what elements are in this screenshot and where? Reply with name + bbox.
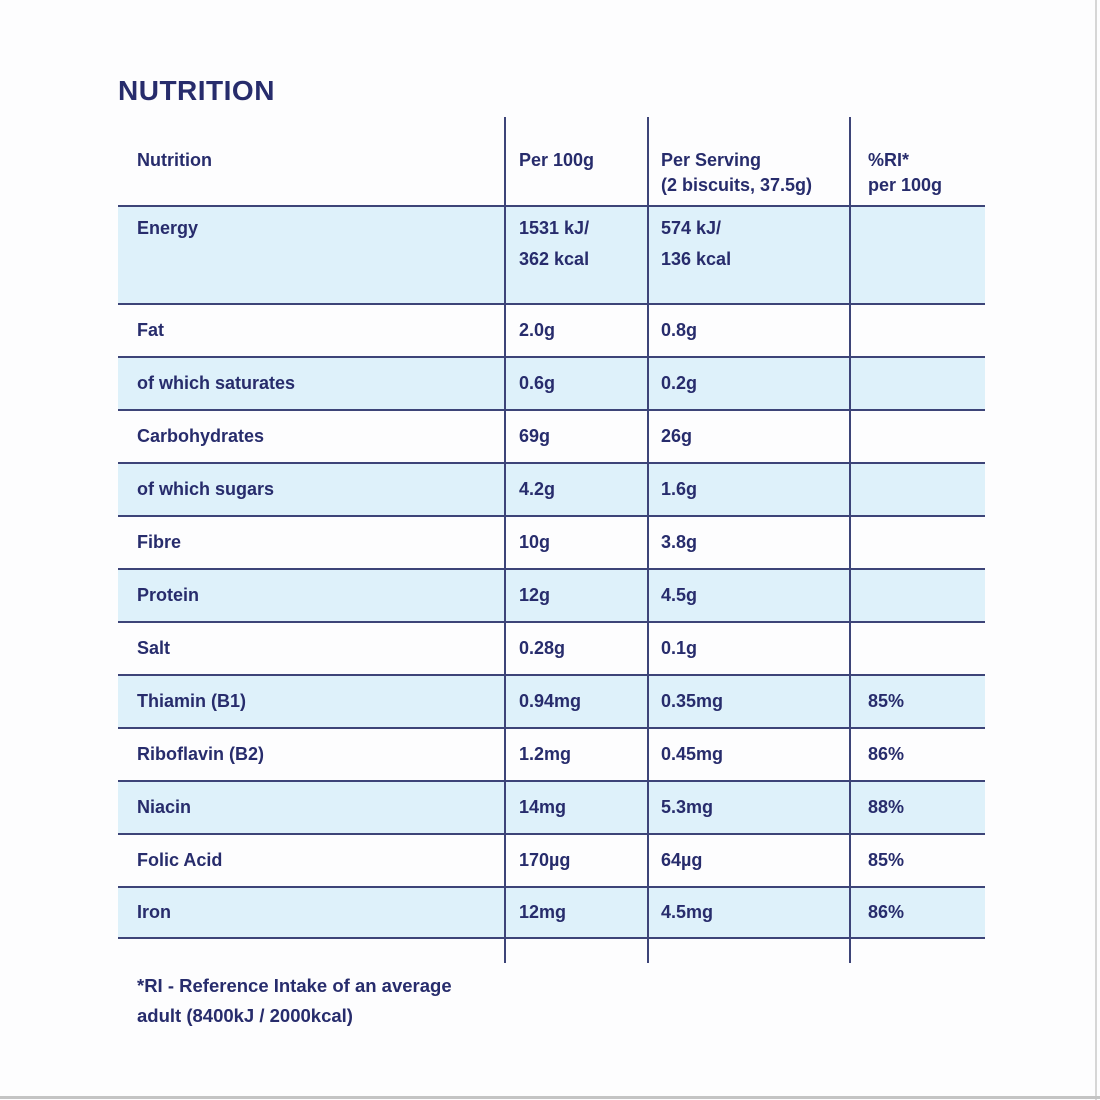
column-header-per-serving: Per Serving (2 biscuits, 37.5g) [661, 150, 813, 196]
nutrient-label: Fat [137, 320, 164, 341]
nutrient-label: Carbohydrates [137, 426, 265, 447]
column-divider-3 [849, 117, 851, 963]
table-row: Niacin 14mg 5.3mg 88% [118, 780, 985, 833]
table-row: Protein 12g 4.5g [118, 568, 985, 621]
table-row: Iron 12mg 4.5mg 86% [118, 886, 985, 939]
nutrient-label: Protein [137, 585, 200, 606]
value-per-serving: 0.1g [661, 638, 698, 659]
photo-edge-right [1095, 0, 1097, 1100]
nutrient-label: Niacin [137, 797, 192, 818]
table-row: Fibre 10g 3.8g [118, 515, 985, 568]
table-row: of which saturates 0.6g 0.2g [118, 356, 985, 409]
value-per-100g: 14mg [519, 797, 567, 818]
value-per-100g: 12mg [519, 902, 567, 923]
nutrition-table: Nutrition Per 100g Per Serving (2 biscui… [118, 117, 985, 963]
table-row: Riboflavin (B2) 1.2mg 0.45mg 86% [118, 727, 985, 780]
value-per-serving: 574 kJ/ 136 kcal [661, 218, 732, 269]
value-ri: 85% [868, 691, 905, 712]
photo-edge-bottom [0, 1096, 1100, 1099]
nutrient-label: of which saturates [137, 373, 296, 394]
nutrient-label: Folic Acid [137, 850, 223, 871]
value-ri: 86% [868, 902, 905, 923]
value-per-100g: 0.94mg [519, 691, 582, 712]
value-per-100g: 10g [519, 532, 551, 553]
table-row: Fat 2.0g 0.8g [118, 303, 985, 356]
value-per-serving: 4.5mg [661, 902, 714, 923]
value-per-serving: 0.8g [661, 320, 698, 341]
column-header-nutrition: Nutrition [137, 150, 212, 170]
nutrient-label: Energy [137, 218, 199, 238]
table-header-row: Nutrition Per 100g Per Serving (2 biscui… [118, 117, 985, 205]
value-ri: 86% [868, 744, 905, 765]
value-per-serving: 0.35mg [661, 691, 724, 712]
column-line-stub [118, 939, 985, 963]
value-per-serving: 0.2g [661, 373, 698, 394]
value-per-100g: 170µg [519, 850, 571, 871]
nutrient-label: Iron [137, 902, 171, 923]
column-header-per-100g: Per 100g [519, 150, 595, 170]
value-per-serving: 5.3mg [661, 797, 714, 818]
value-per-100g: 69g [519, 426, 551, 447]
table-row: of which sugars 4.2g 1.6g [118, 462, 985, 515]
nutrient-label: Salt [137, 638, 171, 659]
table-row: Salt 0.28g 0.1g [118, 621, 985, 674]
value-per-serving: 0.45mg [661, 744, 724, 765]
reference-intake-footnote: *RI - Reference Intake of an average adu… [137, 975, 452, 1026]
value-per-100g: 4.2g [519, 479, 556, 500]
nutrient-label: Riboflavin (B2) [137, 744, 265, 765]
value-per-100g: 0.6g [519, 373, 556, 394]
value-per-serving: 26g [661, 426, 693, 447]
value-per-serving: 4.5g [661, 585, 698, 606]
value-ri: 85% [868, 850, 905, 871]
table-row: Thiamin (B1) 0.94mg 0.35mg 85% [118, 674, 985, 727]
nutrient-label: Fibre [137, 532, 182, 553]
column-divider-1 [504, 117, 506, 963]
table-row: Energy 1531 kJ/ 362 kcal 574 kJ/ 136 kca… [118, 205, 985, 303]
table-body: Energy 1531 kJ/ 362 kcal 574 kJ/ 136 kca… [118, 205, 985, 939]
value-per-serving: 1.6g [661, 479, 698, 500]
value-ri: 88% [868, 797, 905, 818]
column-header-ri-per-100g: %RI* per 100g [868, 150, 943, 196]
column-divider-2 [647, 117, 649, 963]
nutrient-label: Thiamin (B1) [137, 691, 247, 712]
nutrient-label: of which sugars [137, 479, 275, 500]
value-per-100g: 2.0g [519, 320, 556, 341]
table-row: Carbohydrates 69g 26g [118, 409, 985, 462]
value-per-100g: 1.2mg [519, 744, 572, 765]
value-per-100g: 0.28g [519, 638, 566, 659]
value-per-serving: 64µg [661, 850, 703, 871]
value-ri [850, 207, 985, 213]
value-per-serving: 3.8g [661, 532, 698, 553]
table-row: Folic Acid 170µg 64µg 85% [118, 833, 985, 886]
page-title: NUTRITION [118, 75, 275, 106]
value-per-100g: 12g [519, 585, 551, 606]
value-per-100g: 1531 kJ/ 362 kcal [519, 218, 590, 269]
